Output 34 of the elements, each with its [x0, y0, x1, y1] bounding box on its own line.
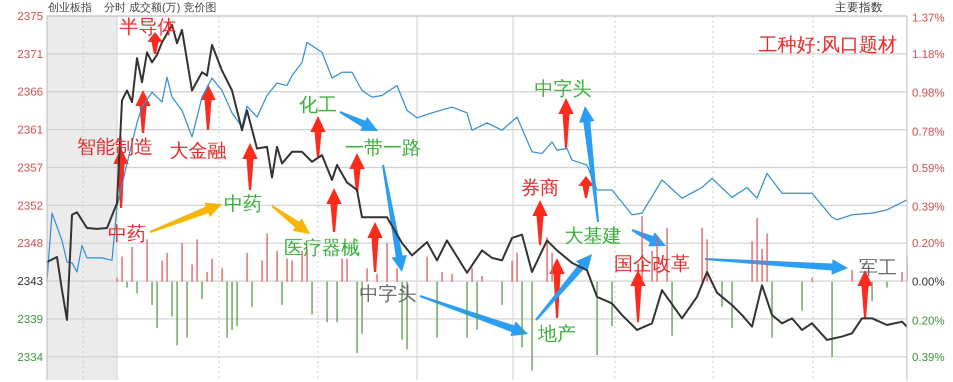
annotation: 一带一路 [345, 138, 421, 159]
y-tick-label: 2352 [17, 200, 43, 212]
y-tick-label: 2375 [17, 11, 43, 23]
y-tick-label: 2366 [17, 86, 43, 99]
annotation: 医疗器械 [284, 238, 360, 259]
y-tick-label: 2361 [17, 124, 43, 137]
chart-subtitle: 分时 成交额(万) 竞价图 [104, 1, 216, 14]
annotation: 中药 [224, 194, 262, 215]
annotation: 工种好:风口题材 [758, 35, 897, 56]
annotation: 大金融 [170, 141, 226, 162]
y2-tick-label: 1.37% [912, 12, 945, 25]
y2-tick-label: 0.98% [912, 88, 945, 100]
y-tick-label: 2357 [17, 162, 43, 174]
y-tick-label: 2334 [17, 352, 44, 364]
y2-tick-label: 0.39% [912, 202, 945, 214]
annotation: 大基建 [564, 226, 622, 247]
y2-tick-label: 0.78% [912, 126, 945, 138]
y2-tick-label: 1.18% [912, 49, 945, 62]
chart-title: 创业板指 [48, 1, 92, 14]
annotation: 军工 [859, 258, 897, 279]
y-tick-label: 2343 [17, 276, 43, 288]
y-tick-label: 2371 [17, 48, 43, 61]
y2-tick-label: 0.00% [912, 276, 945, 289]
y2-tick-label: 0.39% [912, 352, 945, 364]
y2-tick-label: 0.59% [912, 162, 945, 175]
annotation: 地产 [537, 324, 576, 345]
text: 主要指数 [835, 0, 883, 14]
annotation: 券商 [521, 177, 559, 199]
y-tick-label: 2348 [17, 238, 43, 250]
y-tick-label: 2339 [17, 314, 43, 326]
annotation: 化工 [299, 95, 337, 116]
annotation: 中字头 [534, 78, 592, 100]
y2-tick-label: 0.20% [912, 238, 945, 250]
y2-tick-label: 0.20% [912, 315, 945, 328]
